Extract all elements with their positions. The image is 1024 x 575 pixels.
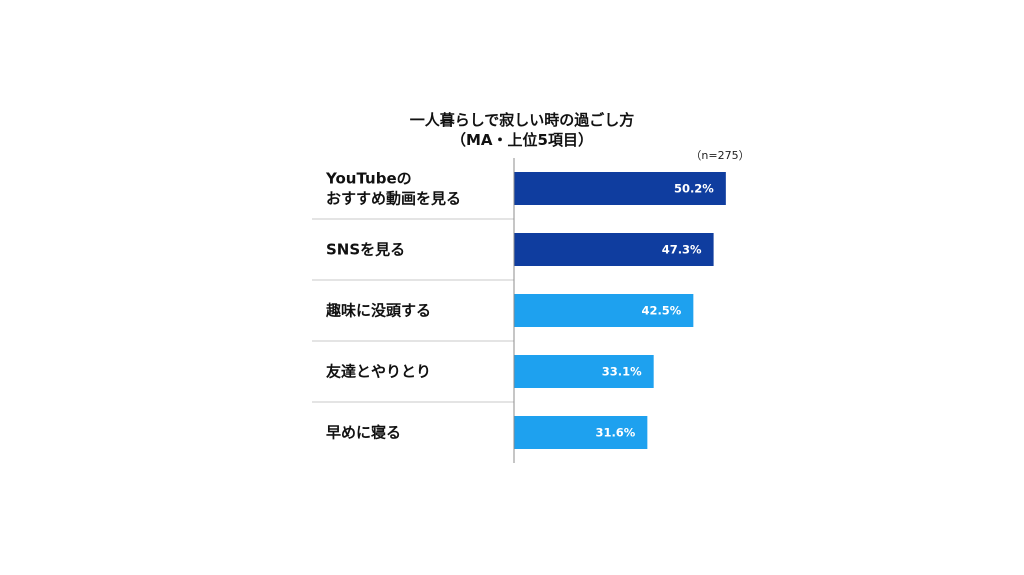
bar: [514, 416, 648, 449]
bar: [514, 355, 654, 388]
category-label: 友達とやりとり: [326, 363, 431, 381]
chart-title: 一人暮らしで寂しい時の過ごし方: [409, 111, 635, 129]
bar: [514, 172, 726, 205]
value-label: 33.1%: [602, 365, 642, 379]
category-label: SNSを見る: [326, 241, 405, 259]
value-label: 31.6%: [595, 426, 635, 440]
bar: [514, 294, 694, 327]
category-label: YouTubeのおすすめ動画を見る: [325, 170, 461, 208]
value-label: 50.2%: [674, 182, 714, 196]
sample-size-note: （n=275）: [690, 149, 750, 162]
value-label: 42.5%: [641, 304, 681, 318]
bar: [514, 233, 714, 266]
chart-subtitle: （MA・上位5項目）: [451, 131, 593, 149]
category-label: 早めに寝る: [326, 424, 401, 442]
value-label: 47.3%: [662, 243, 702, 257]
category-label: 趣味に没頭する: [325, 302, 431, 320]
